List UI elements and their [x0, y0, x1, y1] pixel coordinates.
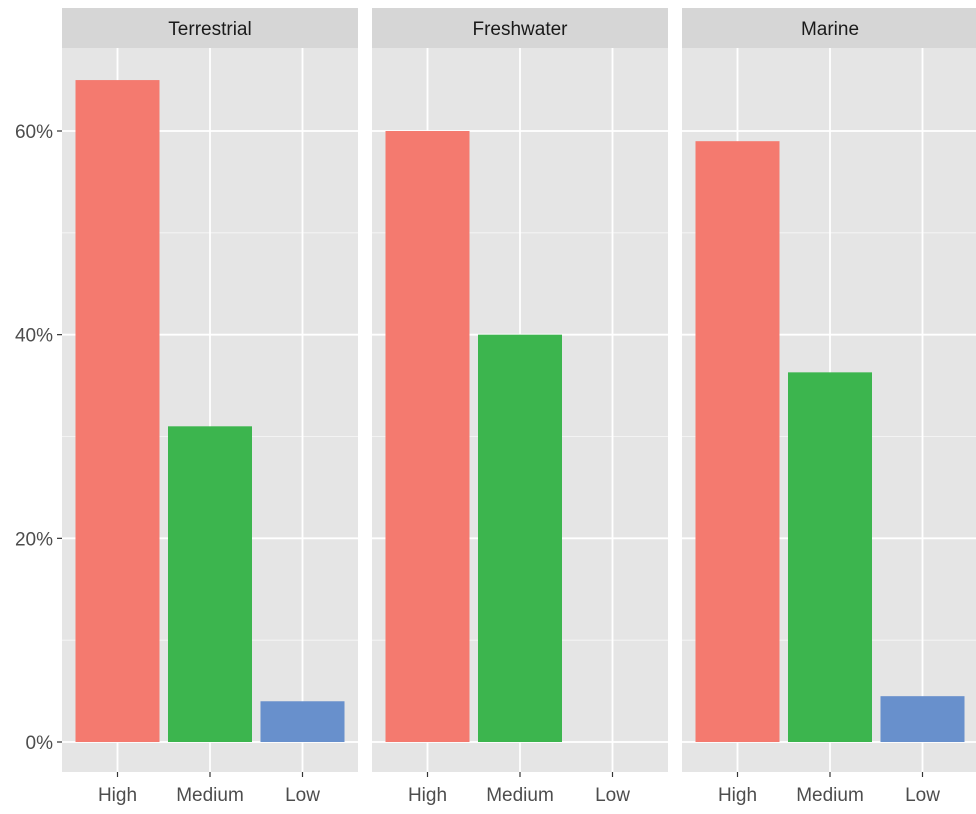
- bar-marine-low: [880, 696, 965, 742]
- bar-freshwater-medium: [478, 334, 562, 742]
- bar-terrestrial-low: [260, 701, 345, 742]
- x-tick-label: Medium: [486, 785, 554, 806]
- x-tick-label: High: [98, 785, 137, 806]
- facet-strip-marine: [682, 8, 976, 48]
- bar-terrestrial-medium: [168, 426, 252, 742]
- bar-freshwater-high: [385, 131, 470, 742]
- bar-marine-medium: [788, 372, 872, 742]
- x-tick-label: Medium: [796, 785, 864, 806]
- x-tick-label: Medium: [176, 785, 244, 806]
- facet-label-terrestrial: Terrestrial: [168, 19, 251, 40]
- x-tick-label: Low: [595, 785, 630, 806]
- facet-strip-freshwater: [372, 8, 668, 48]
- y-tick-label: 60%: [15, 122, 53, 143]
- x-tick-label: High: [718, 785, 757, 806]
- bar-marine-high: [695, 141, 780, 742]
- facet-strip-terrestrial: [62, 8, 358, 48]
- y-tick-label: 40%: [15, 326, 53, 347]
- y-tick-label: 0%: [26, 733, 54, 754]
- facet-label-marine: Marine: [801, 19, 859, 40]
- x-tick-label: High: [408, 785, 447, 806]
- facet-label-freshwater: Freshwater: [472, 19, 568, 40]
- x-tick-label: Low: [285, 785, 320, 806]
- bar-terrestrial-high: [75, 80, 160, 743]
- x-tick-label: Low: [905, 785, 940, 806]
- y-tick-label: 20%: [15, 529, 53, 550]
